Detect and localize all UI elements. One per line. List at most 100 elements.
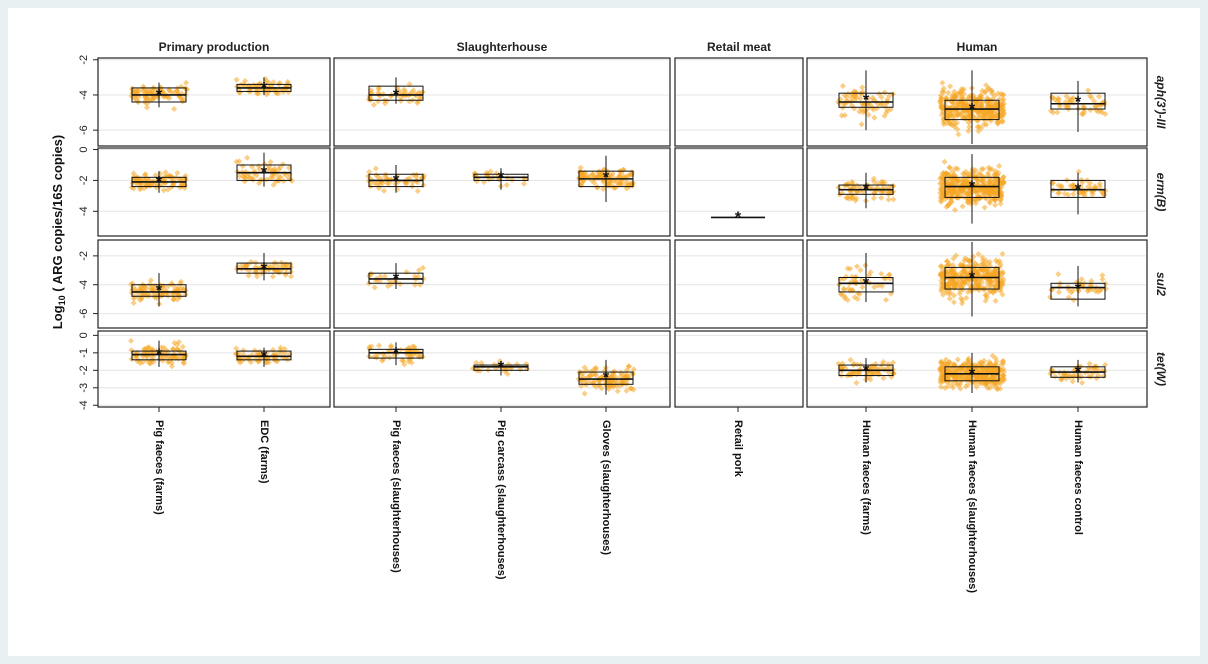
data-point	[843, 273, 850, 280]
category-label: Retail pork	[732, 420, 744, 478]
data-point	[999, 118, 1006, 125]
data-point	[1070, 297, 1077, 304]
data-point	[841, 92, 848, 99]
data-point	[881, 89, 888, 96]
y-tick-label: -4	[78, 280, 90, 290]
data-point	[239, 262, 246, 269]
data-point	[1048, 94, 1055, 101]
data-point	[388, 342, 395, 349]
data-point	[162, 169, 169, 176]
data-point	[957, 283, 964, 290]
y-tick-label: -4	[78, 206, 90, 216]
data-point	[986, 289, 993, 296]
data-point	[948, 266, 955, 273]
data-point	[284, 78, 291, 85]
data-point	[174, 88, 181, 95]
data-point	[882, 275, 889, 282]
data-point	[374, 173, 381, 180]
panel-0-2	[674, 57, 804, 147]
data-point	[1079, 379, 1086, 386]
data-point	[578, 378, 585, 385]
data-point	[856, 291, 863, 298]
data-point	[169, 363, 176, 370]
data-point	[1096, 183, 1103, 190]
data-point	[371, 180, 378, 187]
data-point	[949, 168, 956, 175]
data-point	[151, 294, 158, 301]
data-point	[854, 263, 861, 270]
data-point	[959, 297, 966, 304]
data-point	[384, 180, 391, 187]
data-point	[885, 196, 892, 203]
data-point	[941, 189, 948, 196]
data-point	[839, 83, 846, 90]
y-tick-label: -4	[78, 400, 90, 410]
data-point	[130, 300, 137, 307]
boxplot-1-6: *	[838, 172, 894, 209]
box	[368, 85, 424, 101]
mean-marker: *	[1075, 364, 1082, 381]
data-point	[277, 347, 284, 354]
category-label: Human faeces control	[1072, 420, 1084, 535]
data-point	[1000, 96, 1007, 103]
data-point	[1102, 361, 1109, 368]
data-point	[972, 97, 979, 104]
data-point	[237, 359, 244, 366]
y-tick-label: -2	[78, 251, 90, 261]
data-point	[1077, 183, 1084, 190]
data-point	[962, 383, 969, 390]
data-point	[1069, 378, 1076, 385]
y-tick-label: -2	[78, 55, 90, 65]
data-point	[1088, 373, 1095, 380]
data-point	[941, 158, 948, 165]
data-point	[848, 178, 855, 185]
data-point	[171, 339, 178, 346]
data-point	[128, 184, 135, 191]
data-point	[995, 277, 1002, 284]
data-point	[381, 273, 388, 280]
y-tick-label: -4	[78, 90, 90, 100]
data-point	[876, 90, 883, 97]
y-tick-label: -6	[78, 309, 90, 319]
data-point	[984, 260, 991, 267]
gene-label: sul2	[1154, 272, 1168, 296]
data-point	[988, 87, 995, 94]
mean-marker: *	[156, 87, 163, 104]
data-point	[862, 262, 869, 269]
data-point	[978, 188, 985, 195]
data-point	[415, 273, 422, 280]
data-point	[940, 291, 947, 298]
data-point	[959, 270, 966, 277]
data-point	[977, 373, 984, 380]
data-point	[971, 114, 978, 121]
data-point	[617, 373, 624, 380]
boxplot-2-7: *	[944, 242, 1000, 317]
data-point	[881, 112, 888, 119]
data-point	[258, 176, 265, 183]
data-point	[160, 282, 167, 289]
data-point	[244, 154, 251, 161]
gene-label: tet(W)	[1154, 352, 1168, 386]
data-point	[974, 177, 981, 184]
data-point	[964, 358, 971, 365]
data-point	[170, 296, 177, 303]
data-point	[962, 255, 969, 262]
data-point	[938, 105, 945, 112]
boxplot-1-3: *	[473, 168, 529, 190]
data-point	[865, 95, 872, 102]
data-point	[859, 284, 866, 291]
boxplot-1-7: *	[944, 154, 1000, 224]
box	[838, 92, 894, 108]
data-point	[158, 344, 165, 351]
data-point	[847, 356, 854, 363]
data-point	[376, 342, 383, 349]
data-point	[174, 169, 181, 176]
data-point	[614, 388, 621, 395]
mean-marker: *	[393, 172, 400, 189]
mean-marker: *	[393, 345, 400, 362]
data-point	[962, 113, 969, 120]
data-point	[870, 195, 877, 202]
data-point	[973, 187, 980, 194]
data-point	[857, 267, 864, 274]
data-point	[1078, 276, 1085, 283]
